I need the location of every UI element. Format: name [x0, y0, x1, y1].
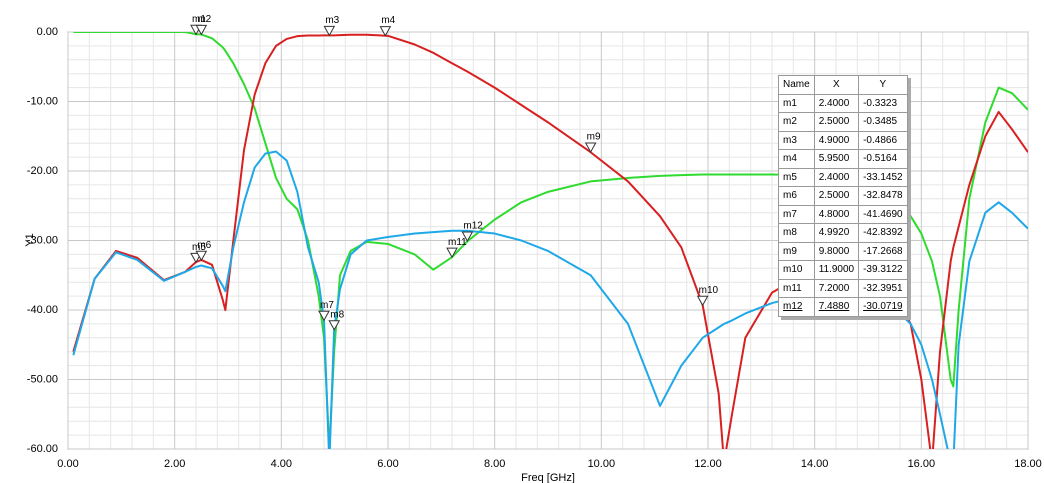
table-row: m6 2.5000 -32.8478	[778, 186, 908, 206]
marker-label: m10	[699, 285, 719, 296]
y-axis-label: Y1	[24, 233, 36, 246]
marker-label: m11	[448, 237, 467, 248]
table-row: m5 2.4000 -33.1452	[778, 167, 908, 187]
y-tick-label: -40.00	[27, 304, 58, 316]
x-tick-label: 6.00	[377, 458, 398, 470]
marker-name: m4	[778, 149, 815, 169]
table-header: Name	[778, 75, 815, 95]
marker-name: m10	[778, 260, 815, 280]
marker-name: m11	[778, 278, 815, 298]
marker-x: 2.4000	[813, 93, 860, 113]
marker-x: 4.9000	[813, 130, 860, 150]
x-axis-label: Freq [GHz]	[521, 472, 575, 483]
table-header: X	[813, 75, 860, 95]
marker-x: 2.5000	[813, 186, 860, 206]
marker-name: m3	[778, 130, 815, 150]
table-row: m12 7.4880 -30.0719	[778, 297, 908, 317]
marker-y: -17.2668	[858, 241, 908, 261]
marker-x: 9.8000	[813, 241, 860, 261]
marker-y: -32.8478	[858, 186, 908, 206]
marker-label: m3	[325, 15, 339, 26]
marker-name: m9	[778, 241, 815, 261]
marker-x: 4.8000	[813, 204, 860, 224]
y-tick-label: -60.00	[27, 443, 58, 455]
x-tick-label: 8.00	[484, 458, 505, 470]
marker-y: -0.3323	[858, 93, 908, 113]
table-row: m10 11.9000 -39.3122	[778, 260, 908, 280]
series-line	[72, 33, 1028, 449]
marker-x: 7.4880	[813, 297, 860, 317]
table-header-row: Name X Y	[778, 75, 908, 95]
x-tick-label: 2.00	[164, 458, 185, 470]
marker-x: 2.4000	[813, 167, 860, 187]
x-tick-label: 18.00	[1014, 458, 1042, 470]
marker-name: m6	[778, 186, 815, 206]
x-tick-label: 12.00	[694, 458, 722, 470]
y-tick-label: 0.00	[37, 26, 58, 38]
x-tick-label: 16.00	[908, 458, 936, 470]
marker	[318, 310, 330, 322]
marker-label: m6	[197, 240, 211, 251]
table-header: Y	[858, 75, 908, 95]
marker	[446, 247, 458, 259]
marker	[328, 320, 341, 331]
marker-name: m7	[778, 204, 815, 224]
marker	[323, 25, 336, 37]
marker	[195, 24, 208, 36]
table-row: m4 5.9500 -0.5164	[778, 149, 908, 169]
table-row: m7 4.8000 -41.4690	[778, 204, 908, 224]
marker-x: 5.9500	[813, 149, 860, 169]
marker-y: -41.4690	[858, 204, 908, 224]
x-tick-label: 10.00	[588, 458, 616, 470]
marker-name: m12	[778, 297, 815, 317]
marker-y: -42.8392	[858, 223, 908, 243]
marker	[379, 26, 392, 37]
table-row: m11 7.2000 -32.3951	[778, 278, 908, 298]
marker-y: -39.3122	[858, 260, 908, 280]
table-row: m2 2.5000 -0.3485	[778, 112, 908, 132]
marker-y: -0.5164	[858, 149, 908, 169]
marker-y: -0.3485	[858, 112, 908, 132]
series-line	[73, 32, 1028, 449]
marker-label: m7	[320, 300, 334, 311]
table-row: m1 2.4000 -0.3323	[778, 93, 908, 113]
series-line	[72, 150, 1028, 449]
marker-label: m4	[381, 15, 395, 26]
marker-x: 7.2000	[813, 278, 860, 298]
marker-label: m8	[330, 309, 344, 320]
marker-label: m1	[192, 14, 206, 25]
marker	[461, 231, 474, 243]
marker-name: m1	[778, 93, 815, 113]
y-tick-label: -20.00	[27, 165, 58, 177]
marker	[696, 295, 709, 307]
table-row: m8 4.9920 -42.8392	[778, 223, 908, 243]
marker-y: -30.0719	[858, 297, 908, 317]
marker-label: m2	[197, 14, 211, 25]
table-row: m9 9.8000 -17.2668	[778, 241, 908, 261]
x-tick-label: 4.00	[271, 458, 292, 470]
marker-y: -32.3951	[858, 278, 908, 298]
marker-name: m5	[778, 167, 815, 187]
marker-y: -33.1452	[858, 167, 908, 187]
y-tick-label: -30.00	[27, 234, 58, 246]
marker-label: m5	[192, 242, 206, 253]
marker-label: m12	[463, 221, 483, 232]
marker	[584, 142, 597, 154]
marker-x: 4.9920	[813, 223, 860, 243]
marker-name: m2	[778, 112, 815, 132]
marker-name: m8	[778, 223, 815, 243]
x-tick-label: 0.00	[57, 458, 78, 470]
x-tick-label: 14.00	[801, 458, 829, 470]
marker-label: m9	[587, 132, 601, 143]
y-tick-label: -10.00	[27, 95, 58, 107]
y-tick-label: -50.00	[27, 373, 58, 385]
marker-y: -0.4866	[858, 130, 908, 150]
marker-x: 11.9000	[813, 260, 860, 280]
table-row: m3 4.9000 -0.4866	[778, 130, 908, 150]
marker	[195, 250, 208, 262]
marker-x: 2.5000	[813, 112, 860, 132]
